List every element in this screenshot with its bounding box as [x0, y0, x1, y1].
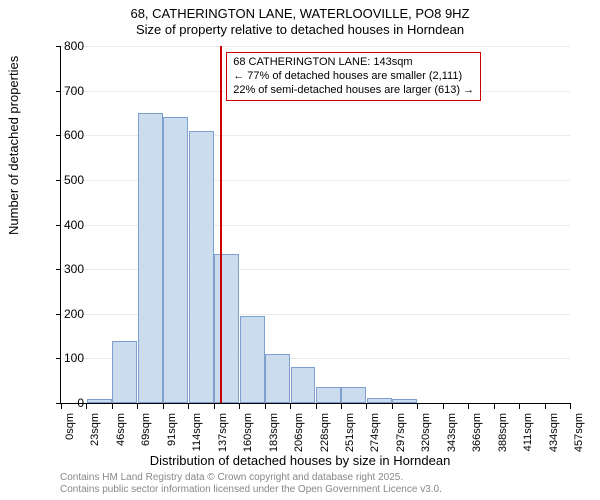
ytick-label: 700	[48, 84, 84, 98]
callout-line: 22% of semi-detached houses are larger (…	[233, 84, 474, 98]
xtick-mark	[290, 403, 291, 409]
ytick-label: 800	[48, 39, 84, 53]
footer-line-2: Contains public sector information licen…	[60, 484, 442, 496]
xtick-label: 91sqm	[166, 413, 178, 463]
histogram-bar	[240, 316, 265, 403]
xtick-mark	[519, 403, 520, 409]
histogram-bar	[265, 354, 290, 403]
xtick-label: 114sqm	[191, 413, 203, 463]
xtick-mark	[137, 403, 138, 409]
histogram-bar	[189, 131, 214, 403]
histogram-bar	[163, 117, 188, 403]
xtick-mark	[443, 403, 444, 409]
title-block: 68, CATHERINGTON LANE, WATERLOOVILLE, PO…	[0, 0, 600, 39]
callout-line: ← 77% of detached houses are smaller (2,…	[233, 70, 474, 84]
title-line-2: Size of property relative to detached ho…	[0, 22, 600, 38]
xtick-label: 434sqm	[548, 413, 560, 463]
xtick-mark	[468, 403, 469, 409]
xtick-label: 320sqm	[420, 413, 432, 463]
xtick-mark	[366, 403, 367, 409]
y-axis-label: Number of detached properties	[6, 56, 21, 235]
xtick-mark	[112, 403, 113, 409]
xtick-mark	[188, 403, 189, 409]
histogram-bar	[316, 387, 341, 403]
callout-line: 68 CATHERINGTON LANE: 143sqm	[233, 56, 474, 70]
histogram-bar	[112, 341, 137, 403]
reference-line	[220, 46, 222, 403]
xtick-label: 137sqm	[217, 413, 229, 463]
xtick-mark	[392, 403, 393, 409]
xtick-label: 206sqm	[293, 413, 305, 463]
xtick-label: 343sqm	[446, 413, 458, 463]
xtick-mark	[163, 403, 164, 409]
xtick-mark	[316, 403, 317, 409]
ytick-label: 200	[48, 307, 84, 321]
plot-area: 68 CATHERINGTON LANE: 143sqm← 77% of det…	[60, 46, 570, 404]
xtick-mark	[417, 403, 418, 409]
histogram-bar	[138, 113, 163, 403]
histogram-bar	[291, 367, 316, 403]
xtick-label: 228sqm	[319, 413, 331, 463]
xtick-mark	[239, 403, 240, 409]
ytick-label: 0	[48, 396, 84, 410]
xtick-label: 183sqm	[268, 413, 280, 463]
ytick-label: 100	[48, 351, 84, 365]
ytick-label: 400	[48, 218, 84, 232]
title-line-1: 68, CATHERINGTON LANE, WATERLOOVILLE, PO…	[0, 6, 600, 22]
xtick-label: 69sqm	[140, 413, 152, 463]
xtick-mark	[86, 403, 87, 409]
xtick-mark	[341, 403, 342, 409]
ytick-label: 600	[48, 128, 84, 142]
xtick-mark	[265, 403, 266, 409]
ytick-label: 300	[48, 262, 84, 276]
xtick-label: 46sqm	[115, 413, 127, 463]
xtick-label: 274sqm	[369, 413, 381, 463]
histogram-bar	[341, 387, 366, 403]
attribution-footer: Contains HM Land Registry data © Crown c…	[60, 472, 442, 496]
ytick-label: 500	[48, 173, 84, 187]
xtick-label: 297sqm	[395, 413, 407, 463]
chart-container: 68, CATHERINGTON LANE, WATERLOOVILLE, PO…	[0, 0, 600, 500]
xtick-label: 411sqm	[522, 413, 534, 463]
footer-line-1: Contains HM Land Registry data © Crown c…	[60, 472, 442, 484]
xtick-label: 251sqm	[344, 413, 356, 463]
xtick-label: 160sqm	[242, 413, 254, 463]
xtick-mark	[545, 403, 546, 409]
xtick-mark	[494, 403, 495, 409]
xtick-mark	[570, 403, 571, 409]
xtick-label: 366sqm	[471, 413, 483, 463]
callout-box: 68 CATHERINGTON LANE: 143sqm← 77% of det…	[226, 52, 481, 101]
xtick-label: 457sqm	[573, 413, 585, 463]
histogram-bar	[367, 398, 392, 403]
histogram-bar	[392, 399, 417, 403]
histogram-bar	[87, 399, 112, 403]
xtick-label: 0sqm	[64, 413, 76, 463]
gridline	[61, 46, 570, 47]
histogram-bar	[214, 254, 239, 403]
xtick-label: 23sqm	[89, 413, 101, 463]
xtick-mark	[214, 403, 215, 409]
xtick-label: 388sqm	[497, 413, 509, 463]
